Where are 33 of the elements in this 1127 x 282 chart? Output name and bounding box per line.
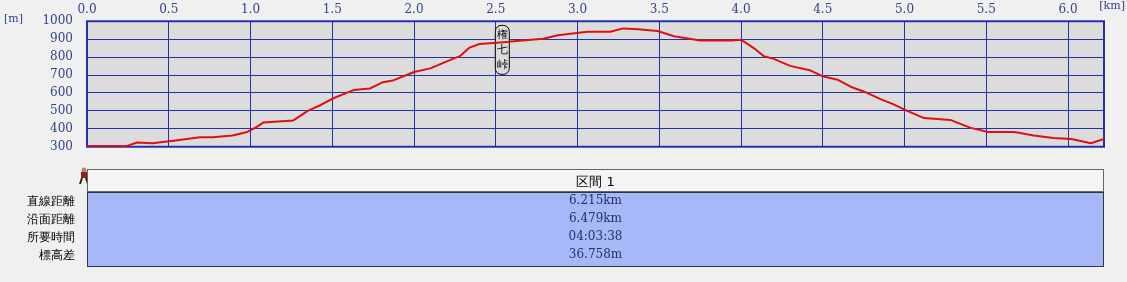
text: 標高差	[39, 247, 75, 264]
x-tick-label: 3.5	[649, 2, 669, 17]
x-tick-label: 3.0	[567, 2, 588, 17]
text: 04:03:38	[567, 229, 624, 243]
text: 所要時間	[27, 229, 75, 246]
x-tick-label: 4.0	[731, 2, 751, 17]
y-tick-label: 300	[50, 138, 73, 153]
text: 沿面距離	[27, 211, 75, 228]
y-tick-label: 700	[50, 67, 73, 82]
x-tick-label: 5.0	[894, 2, 915, 17]
text: 6.215km	[568, 193, 623, 207]
x-tick-label: 4.5	[813, 2, 833, 17]
y-tick-label: 1000	[42, 13, 73, 28]
text: 直線距離	[27, 193, 75, 210]
x-tick-label: 0.5	[159, 2, 179, 17]
x-tick-label: 6.0	[1058, 2, 1078, 17]
text: 36.758m	[567, 247, 624, 261]
y-tick-label: 900	[50, 31, 73, 46]
x-tick-label: 1.5	[322, 2, 342, 17]
y-tick-label: 500	[50, 103, 73, 118]
x-tick-label: 1.0	[240, 2, 261, 17]
text: 区間 1	[87, 169, 1104, 192]
text: 6.479km	[568, 211, 623, 225]
x-tick-label: 0.0	[77, 2, 97, 17]
y-tick-label: 800	[50, 49, 73, 64]
y-tick-label: 600	[50, 85, 73, 100]
x-tick-label: 2.5	[486, 2, 506, 17]
y-tick-label: 400	[50, 120, 73, 135]
annotation: 権七峠	[496, 27, 508, 71]
x-axis-title: [km]	[1099, 0, 1125, 13]
x-tick-label: 5.5	[976, 2, 996, 17]
x-tick-label: 2.0	[404, 2, 424, 17]
y-axis-title: [m]	[4, 12, 24, 26]
